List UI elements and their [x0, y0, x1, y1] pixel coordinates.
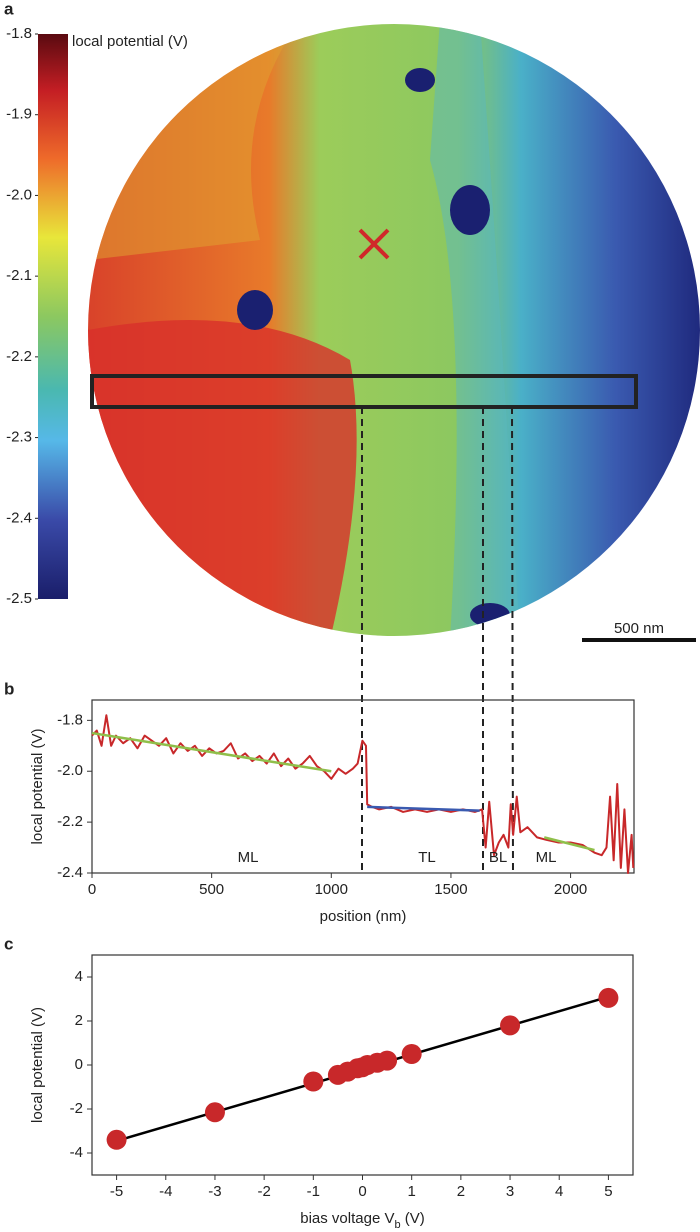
x-tick-label: 0 — [358, 1183, 366, 1200]
colorbar-tick-label: -2.1 — [6, 267, 32, 284]
colorbar-tick-label: -2.4 — [6, 509, 32, 526]
data-line — [91, 731, 332, 773]
y-tick-label: 2 — [75, 1012, 83, 1029]
colorbar-tick-label: -2.5 — [6, 590, 32, 607]
y-tick-label: -2.4 — [57, 864, 83, 881]
colorbar — [38, 34, 68, 599]
colorbar-tick-label: -1.9 — [6, 106, 32, 123]
x-tick-label: 1000 — [315, 881, 348, 898]
y-tick-label: -2 — [70, 1100, 83, 1117]
panel-label: a — [4, 0, 14, 18]
panel-label: b — [4, 679, 14, 698]
connector-lines — [361, 406, 514, 874]
data-point — [377, 1050, 398, 1071]
colorbar-tick-label: -2.2 — [6, 348, 32, 365]
x-tick-label: -1 — [307, 1183, 320, 1200]
y-tick-label: -1.8 — [57, 711, 83, 728]
y-tick-label: -4 — [70, 1144, 83, 1161]
scale-bar-label: 500 nm — [614, 620, 664, 637]
data-point — [500, 1015, 521, 1036]
x-axis-label-part: b — [394, 1219, 400, 1231]
x-axis-label-part: bias voltage V — [300, 1210, 394, 1227]
x-tick-label: 5 — [604, 1183, 612, 1200]
x-axis-label: position (nm) — [320, 908, 407, 925]
x-tick-label: -5 — [110, 1183, 123, 1200]
center-mark — [358, 228, 390, 260]
panel-label: c — [4, 934, 13, 953]
x-tick-label: 3 — [506, 1183, 514, 1200]
data-point — [401, 1044, 422, 1064]
colorbar-tick-label: -2.0 — [6, 186, 32, 203]
colorbar-label: local potential (V) — [72, 33, 188, 50]
x-tick-label: 2 — [457, 1183, 465, 1200]
x-tick-label: 2000 — [554, 881, 587, 898]
y-tick-label: 4 — [75, 968, 83, 985]
colorbar-tick-label: -2.3 — [6, 429, 32, 446]
y-axis-label: local potential (V) — [29, 729, 46, 845]
data-point — [303, 1071, 324, 1092]
y-tick-label: 0 — [75, 1056, 83, 1073]
y-tick-label: -2.2 — [57, 813, 83, 830]
x-tick-label: -2 — [257, 1183, 270, 1200]
x-tick-label: 1 — [408, 1183, 416, 1200]
data-line — [367, 805, 480, 812]
x-tick-label: 0 — [88, 881, 96, 898]
colorbar-tick-label: -1.8 — [6, 25, 32, 42]
data-line — [91, 714, 635, 874]
x-tick-label: 4 — [555, 1183, 563, 1200]
data-line — [543, 836, 595, 852]
data-point — [204, 1102, 225, 1123]
x-axis-label-part: (V) — [401, 1210, 425, 1227]
annotation: BL — [489, 849, 507, 866]
x-tick-label: 1500 — [434, 881, 467, 898]
profile-box — [90, 374, 638, 409]
x-tick-label: 500 — [199, 881, 224, 898]
x-axis-label: bias voltage Vb (V) — [300, 1210, 425, 1231]
y-tick-label: -2.0 — [57, 762, 83, 779]
data-point — [106, 1129, 127, 1150]
x-tick-label: -3 — [208, 1183, 221, 1200]
x-tick-label: -4 — [159, 1183, 172, 1200]
annotation: ML — [238, 849, 259, 866]
data-point — [598, 987, 619, 1008]
annotation: ML — [536, 849, 557, 866]
y-axis-label: local potential (V) — [29, 1007, 46, 1123]
annotation: TL — [418, 849, 436, 866]
potential-map — [88, 24, 700, 636]
plot-frame — [91, 699, 635, 874]
